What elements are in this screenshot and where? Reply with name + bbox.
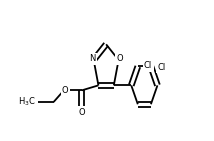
Text: O: O <box>117 54 123 63</box>
Text: O: O <box>79 108 85 117</box>
Text: H$_3$C: H$_3$C <box>18 96 36 108</box>
Text: Cl: Cl <box>157 63 165 72</box>
Text: N: N <box>89 54 95 63</box>
Text: O: O <box>62 86 69 95</box>
Text: Cl: Cl <box>144 61 152 70</box>
